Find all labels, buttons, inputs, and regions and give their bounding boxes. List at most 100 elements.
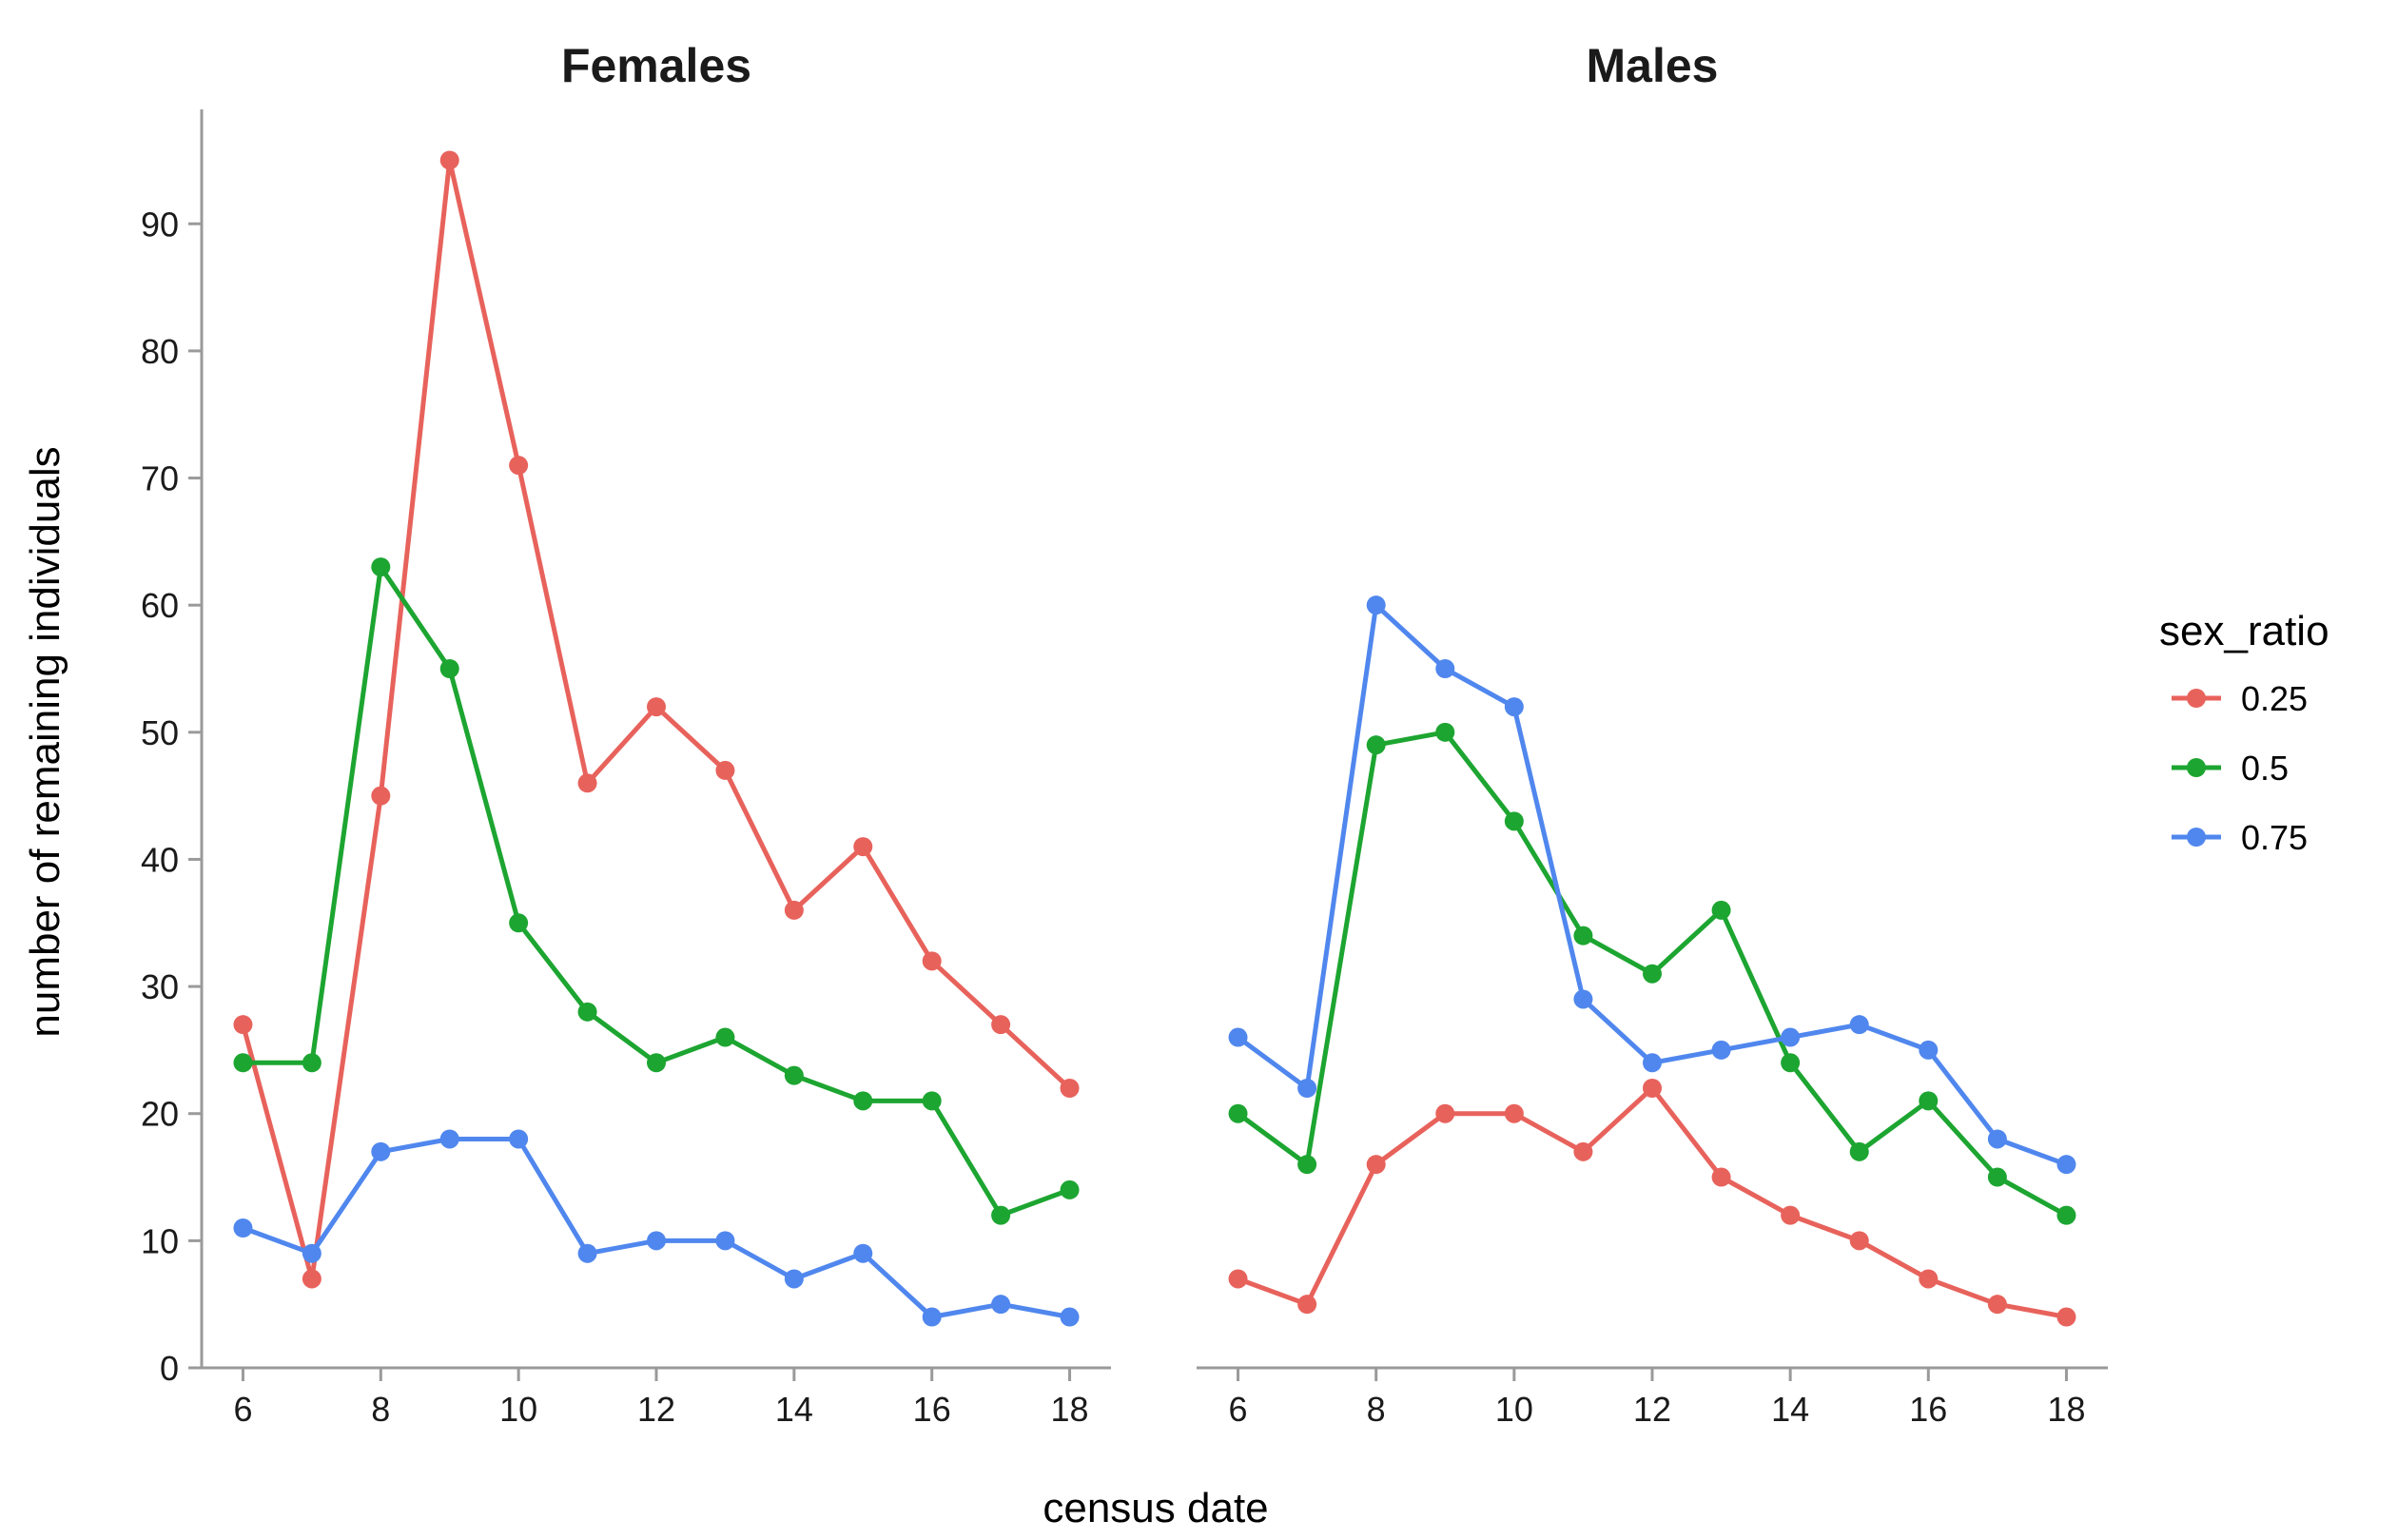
data-point-0.5 xyxy=(1060,1179,1080,1199)
x-tick-label: 10 xyxy=(499,1390,537,1429)
y-tick-label: 10 xyxy=(141,1221,179,1260)
data-point-0.75 xyxy=(991,1295,1011,1315)
legend-entry-0.75: 0.75 xyxy=(2172,818,2308,857)
data-point-0.75 xyxy=(233,1218,253,1238)
panel-title: Males xyxy=(1587,39,1719,92)
data-point-0.5 xyxy=(1711,900,1731,920)
y-tick-label: 60 xyxy=(141,586,179,625)
data-point-0.75 xyxy=(853,1243,873,1263)
x-tick-label: 16 xyxy=(913,1390,951,1429)
data-point-0.5 xyxy=(439,659,459,678)
data-point-0.75 xyxy=(1297,1079,1317,1098)
data-point-0.5 xyxy=(371,557,391,577)
data-point-0.75 xyxy=(647,1231,666,1251)
y-tick-label: 90 xyxy=(141,205,179,244)
x-tick-label: 12 xyxy=(1633,1390,1671,1429)
data-point-0.25 xyxy=(233,1015,253,1035)
data-point-0.25 xyxy=(439,150,459,170)
legend-label: 0.75 xyxy=(2241,818,2308,857)
panel-title: Females xyxy=(561,39,751,92)
data-point-0.5 xyxy=(577,1002,597,1022)
data-point-0.5 xyxy=(991,1205,1011,1225)
data-point-0.25 xyxy=(1711,1167,1731,1187)
data-point-0.25 xyxy=(1228,1269,1248,1289)
data-point-0.75 xyxy=(371,1141,391,1161)
data-point-0.75 xyxy=(1573,989,1593,1009)
data-point-0.5 xyxy=(1435,722,1455,742)
legend-label: 0.5 xyxy=(2241,749,2289,788)
data-point-0.25 xyxy=(1919,1269,1939,1289)
data-point-0.25 xyxy=(1060,1079,1080,1098)
data-point-0.75 xyxy=(1435,659,1455,678)
x-tick-label: 8 xyxy=(371,1390,390,1429)
legend-swatch-point xyxy=(2187,689,2206,708)
data-point-0.5 xyxy=(1987,1167,2007,1187)
data-point-0.75 xyxy=(1711,1040,1731,1060)
data-point-0.25 xyxy=(991,1015,1011,1035)
x-tick-label: 18 xyxy=(2047,1390,2085,1429)
x-tick-label: 14 xyxy=(775,1390,813,1429)
data-point-0.25 xyxy=(1849,1231,1869,1251)
y-axis-title: number of remaining individuals xyxy=(22,446,68,1037)
data-point-0.75 xyxy=(439,1129,459,1149)
data-point-0.25 xyxy=(1297,1295,1317,1315)
data-point-0.75 xyxy=(302,1243,322,1263)
data-point-0.25 xyxy=(1573,1141,1593,1161)
data-point-0.5 xyxy=(2056,1205,2076,1225)
data-point-0.75 xyxy=(922,1307,942,1327)
data-point-0.25 xyxy=(509,456,529,476)
data-point-0.5 xyxy=(233,1053,253,1073)
panel-females: Females 0 10 20 30 40 50 60 70 80 90 6 8 10 12 14 16 18 xyxy=(141,39,1111,1429)
data-point-0.75 xyxy=(1849,1015,1869,1035)
data-point-0.5 xyxy=(1504,811,1524,831)
data-point-0.75 xyxy=(1919,1040,1939,1060)
data-point-0.5 xyxy=(853,1091,873,1111)
data-point-0.75 xyxy=(1366,595,1386,615)
data-point-0.75 xyxy=(509,1129,529,1149)
legend-entry-0.5: 0.5 xyxy=(2172,749,2289,788)
x-tick-label: 8 xyxy=(1367,1390,1386,1429)
data-point-0.5 xyxy=(302,1053,322,1073)
data-point-0.75 xyxy=(1781,1027,1801,1047)
data-point-0.75 xyxy=(715,1231,735,1251)
x-tick-label: 16 xyxy=(1909,1390,1947,1429)
x-tick-label: 6 xyxy=(233,1390,252,1429)
data-point-0.25 xyxy=(1435,1103,1455,1123)
data-point-0.25 xyxy=(371,786,391,806)
y-tick-label: 50 xyxy=(141,713,179,752)
y-tick-label: 40 xyxy=(141,840,179,879)
data-point-0.5 xyxy=(1849,1141,1869,1161)
x-tick-label: 6 xyxy=(1229,1390,1248,1429)
data-point-0.25 xyxy=(302,1269,322,1289)
data-point-0.5 xyxy=(1919,1091,1939,1111)
x-tick-label: 10 xyxy=(1495,1390,1533,1429)
data-point-0.5 xyxy=(1573,926,1593,945)
data-point-0.25 xyxy=(1781,1205,1801,1225)
panel-males: Males 6 8 10 12 14 16 18 xyxy=(1197,39,2108,1429)
x-axis-title: census date xyxy=(1043,1485,1268,1531)
data-point-0.5 xyxy=(784,1065,804,1085)
data-point-0.75 xyxy=(1060,1307,1080,1327)
data-point-0.75 xyxy=(1643,1053,1662,1073)
data-point-0.5 xyxy=(647,1053,666,1073)
x-tick-label: 18 xyxy=(1051,1390,1089,1429)
series-line-0.25 xyxy=(241,158,1072,1281)
data-point-0.5 xyxy=(1366,735,1386,755)
data-point-0.25 xyxy=(1987,1295,2007,1315)
data-point-0.25 xyxy=(647,697,666,717)
data-point-0.5 xyxy=(1781,1053,1801,1073)
series-line-0.75 xyxy=(241,1137,1072,1319)
data-point-0.75 xyxy=(1504,697,1524,717)
y-tick-label: 0 xyxy=(160,1349,179,1388)
data-point-0.5 xyxy=(1643,964,1662,984)
legend-entries: 0.25 0.5 0.75 xyxy=(2172,679,2308,857)
data-point-0.75 xyxy=(577,1243,597,1263)
legend-swatch-point xyxy=(2187,758,2206,777)
data-point-0.25 xyxy=(922,951,942,971)
data-point-0.25 xyxy=(1504,1103,1524,1123)
data-point-0.75 xyxy=(1987,1129,2007,1149)
data-point-0.5 xyxy=(1228,1103,1248,1123)
